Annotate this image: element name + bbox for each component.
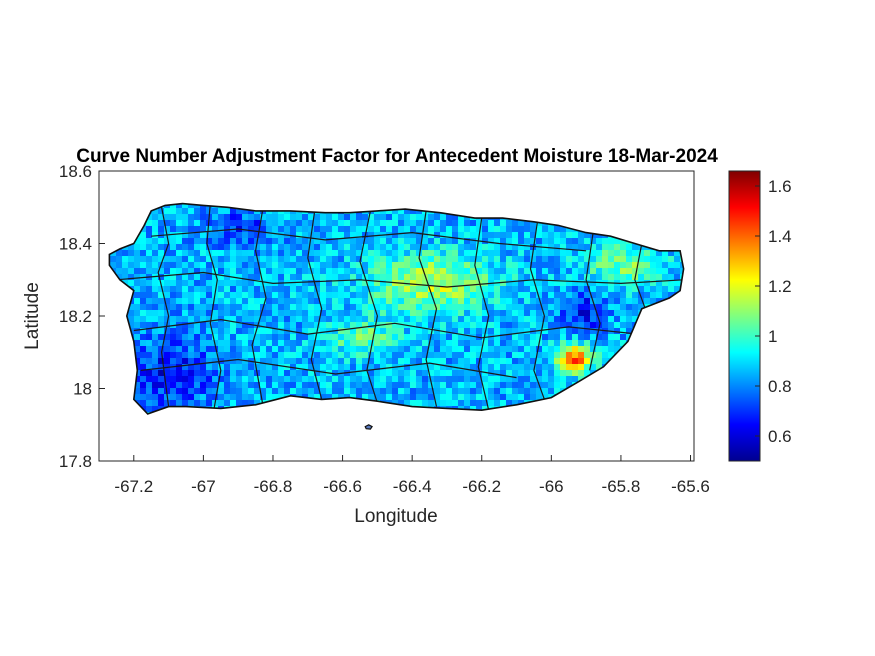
x-tick-label: -66.6 [323, 477, 362, 496]
colorbar-ticks: 0.6 0.8 1 1.2 1.4 1.6 [755, 177, 792, 446]
x-tick-label: -66.8 [254, 477, 293, 496]
x-tick-label: -67.2 [114, 477, 153, 496]
island-outline [108, 202, 685, 415]
colorbar-tick-label: 0.6 [768, 427, 792, 446]
colorbar-tick-label: 1 [768, 327, 777, 346]
colorbar-tick-label: 0.8 [768, 377, 792, 396]
y-axis-label: Latitude [22, 282, 43, 350]
x-tick-label: -66.2 [462, 477, 501, 496]
y-tick-label: 17.8 [59, 452, 92, 471]
y-tick-label: 18.4 [59, 235, 92, 254]
x-tick-label: -65.6 [671, 477, 710, 496]
colorbar-tick-label: 1.6 [768, 177, 792, 196]
x-axis-ticks: -67.2 -67 -66.8 -66.6 -66.4 -66.2 -66 -65.8 -65.… [114, 455, 710, 496]
y-axis-ticks: 17.8 18 18.2 18.4 18.6 [59, 162, 105, 471]
y-tick-label: 18.2 [59, 307, 92, 326]
y-tick-label: 18.6 [59, 162, 92, 181]
x-tick-label: -65.8 [602, 477, 641, 496]
x-tick-label: -66 [539, 477, 564, 496]
caja-de-muertos-islet [364, 424, 373, 430]
x-tick-label: -66.4 [393, 477, 432, 496]
x-tick-label: -67 [191, 477, 216, 496]
chart-title: Curve Number Adjustment Factor for Antec… [76, 146, 718, 167]
colorbar: 0.6 0.8 1 1.2 1.4 1.6 [728, 170, 792, 462]
colorbar-tick-label: 1.2 [768, 277, 792, 296]
colorbar-gradient [728, 170, 761, 462]
map-axes: -67.2 -67 -66.8 -66.6 -66.4 -66.2 -66 -65.8 -65.… [59, 162, 710, 496]
y-tick-label: 18 [73, 380, 92, 399]
municipality-boundaries [116, 203, 684, 411]
x-axis-label: Longitude [354, 506, 437, 527]
colorbar-tick-label: 1.4 [768, 227, 792, 246]
